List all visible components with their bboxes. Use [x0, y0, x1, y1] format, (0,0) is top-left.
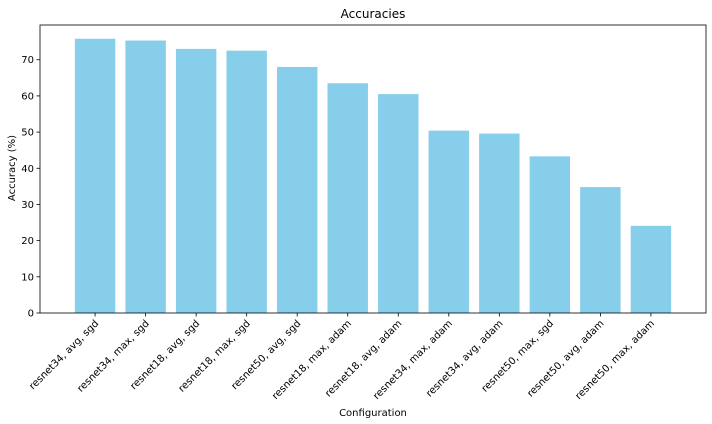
bar [74, 38, 116, 313]
chart-title: Accuracies [341, 7, 406, 21]
y-tick-label: 50 [21, 128, 34, 139]
y-tick-label: 40 [21, 164, 34, 175]
y-tick-label: 60 [21, 91, 34, 102]
bar [428, 130, 470, 313]
plot-frame [39, 24, 707, 314]
y-tick-label: 70 [21, 55, 34, 66]
bar [276, 66, 318, 313]
bar [226, 50, 267, 313]
y-tick-label: 10 [21, 272, 34, 283]
bar [175, 48, 217, 314]
bar [327, 83, 368, 314]
y-tick-label: 30 [21, 200, 34, 211]
y-tick-label: 0 [28, 309, 34, 320]
y-tick-label: 20 [21, 236, 34, 247]
y-axis-ticks: 0 10 20 30 40 50 60 70 [21, 55, 40, 320]
x-axis-label: Configuration [339, 408, 407, 419]
bar [479, 133, 520, 313]
bar [580, 187, 621, 313]
bar [529, 156, 571, 313]
y-axis-label: Accuracy (%) [7, 135, 18, 201]
bar [125, 40, 166, 313]
bar [630, 225, 672, 313]
plot-border [39, 24, 707, 314]
bars-group [74, 38, 672, 314]
bar [378, 94, 419, 313]
